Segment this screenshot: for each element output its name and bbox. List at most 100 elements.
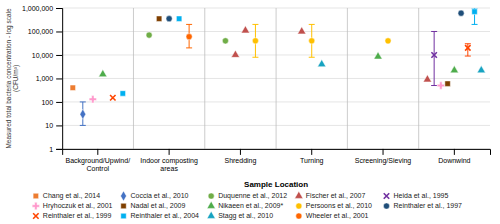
x-tick: Downwind (438, 149, 470, 164)
point (374, 52, 382, 59)
divider (133, 8, 134, 149)
divider (276, 8, 277, 149)
y-tick-label: 1,000 (36, 75, 54, 82)
legend-symbol (33, 193, 38, 198)
y-tick: 100 (41, 99, 62, 106)
point (70, 85, 75, 90)
legend-symbol (296, 213, 302, 219)
point (445, 81, 450, 86)
y-tick-label: 1,000,000 (22, 5, 53, 12)
x-tick: Indoor compostingareas (140, 149, 198, 172)
series (252, 24, 391, 57)
series (110, 44, 471, 101)
series (431, 31, 437, 85)
error-bar (186, 24, 192, 47)
legend-symbol (296, 203, 302, 209)
x-tick-label: Screening/Sieving (355, 157, 412, 165)
legend-label: Wheeler et al., 2001 (306, 212, 369, 219)
legend-item: Coccia et al., 2010 (121, 191, 189, 201)
series (156, 16, 450, 86)
x-tick-label: Background/Upwind/Control (66, 157, 131, 172)
point (241, 26, 249, 33)
point (222, 38, 228, 44)
legend-item: Reinthaler et al., 1997 (383, 202, 462, 209)
legend-item: Persoons et al., 2010 (296, 202, 372, 209)
tick-mark (56, 31, 62, 32)
series (89, 82, 444, 103)
series (80, 102, 86, 125)
legend-item: Reinthaler et al., 2004 (121, 212, 199, 219)
axis-line (63, 149, 491, 155)
error-bar (309, 24, 315, 57)
point (309, 38, 315, 44)
y-tick-label: 10,000 (32, 52, 54, 59)
point (477, 66, 485, 73)
legend-label: Fischer et al., 2007 (306, 192, 366, 199)
error-bar (465, 44, 471, 56)
y-tick: 10,000 (32, 52, 62, 59)
tick-mark (311, 149, 312, 155)
error-bar (431, 31, 437, 85)
plot-area: 1 10 100 1,000 10,000 100,000 1,000,000 Backgro… (22, 5, 491, 172)
legend-label: Reinthaler et al., 1997 (393, 202, 462, 209)
legend-item: Stagg et al., 2010 (207, 211, 273, 220)
point (176, 16, 181, 21)
legend-item: Heida et al., 1995 (384, 192, 449, 199)
point (472, 9, 477, 14)
data-marks (70, 8, 485, 125)
point (146, 32, 152, 38)
series (146, 32, 228, 44)
y-tick: 1,000,000 (22, 5, 62, 12)
dividers (133, 8, 418, 149)
tick-mark (56, 55, 62, 56)
legend-item: Chang et al., 2014 (33, 192, 100, 200)
series (231, 26, 431, 82)
point (99, 70, 107, 77)
y-axis-title: Measured total bacteria concentration - … (5, 8, 21, 149)
tick-mark (56, 125, 62, 126)
legend-label: Nadal et al., 2009 (131, 202, 186, 209)
x-tick-label: Downwind (438, 157, 470, 164)
legend-label: Reinthaler et al., 1999 (43, 212, 112, 219)
y-tick: 1 (49, 146, 62, 153)
legend-symbol (121, 213, 126, 218)
legend-symbol (121, 203, 126, 208)
legend: Chang et al., 2014 Coccia et al., 2010 Duq… (32, 191, 462, 221)
point (423, 75, 431, 82)
point (166, 16, 172, 22)
y-tick: 100,000 (28, 28, 62, 35)
tick-mark (56, 149, 62, 150)
x-tick: Turning (300, 149, 324, 165)
x-tick: Screening/Sieving (355, 149, 412, 165)
point (252, 38, 258, 44)
legend-item: Nadal et al., 2009 (121, 202, 186, 209)
legend-symbol (207, 201, 215, 208)
legend-label: Persoons et al., 2010 (306, 202, 372, 209)
divider (418, 8, 419, 149)
point (298, 27, 306, 34)
legend-item: Fischer et al., 2007 (295, 191, 366, 199)
error-bar (252, 24, 258, 57)
point (458, 10, 464, 16)
series (186, 24, 192, 47)
point (120, 91, 125, 96)
y-tick-label: 10 (45, 122, 53, 129)
legend-label: Stagg et al., 2010 (218, 212, 273, 220)
tick-mark (56, 102, 62, 103)
y-tick: 10 (45, 122, 62, 129)
legend-symbol (383, 203, 389, 209)
legend-symbol (32, 202, 39, 209)
legend-item: Wheeler et al., 2001 (296, 212, 369, 219)
x-tick: Shredding (224, 149, 256, 165)
legend-item: Reinthaler et al., 1999 (33, 212, 111, 219)
legend-item: Nikaeen et al., 2009* (207, 201, 283, 209)
point (89, 96, 96, 103)
legend-label: Hryhoczuk et al., 2001 (43, 202, 113, 210)
y-tick: 1,000 (36, 75, 63, 82)
y-tick-label: 1 (49, 146, 53, 153)
legend-label: Chang et al., 2014 (43, 192, 100, 200)
legend-item: Hryhoczuk et al., 2001 (32, 202, 112, 210)
x-axis-title: Sample Location (244, 180, 308, 189)
point (80, 109, 86, 119)
legend-label: Duquenne et al., 2012 (218, 192, 287, 200)
